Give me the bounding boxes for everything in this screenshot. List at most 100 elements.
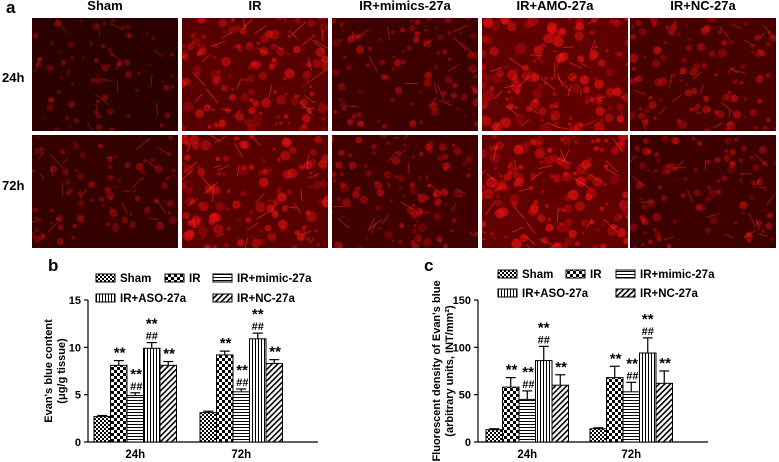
legend-label-ir-mimic-27a: IR+mimic-27a [237,273,312,285]
significance-stars: ** [252,306,264,323]
y-axis-label: Evan's blue content (μg/g tissue) [43,319,68,423]
bar-ir-72h [216,354,234,443]
y-tick-label: 100 [453,342,471,354]
y-axis-label-line: (arbitrary units, INT/mm²) [444,305,456,437]
legend-label-ir: IR [189,273,201,285]
legend: Sham IR IR+mimic-27a IR+ASO-27a IR+NC-27a [497,269,715,300]
column-label-ir-mimics: IR+mimics-27a [359,0,451,13]
bar-ir-24h [110,364,128,443]
row-label-24h: 24h [2,70,25,85]
x-tick-label-24h: 24h [517,449,537,461]
legend-label-sham: Sham [522,269,553,281]
legend-swatch-ir-nc-27a [615,288,636,298]
bar-ir-aso-27a-24h [535,360,553,443]
y-tick-label: 10 [69,342,81,354]
micrograph-24h-ir-amo-27a [482,18,628,131]
significance-stars: ** [269,344,281,361]
bar-ir-nc-27a-24h [551,384,569,443]
x-tick-label-72h: 72h [621,449,641,461]
bar-sham-72h [589,428,607,443]
legend-swatch-ir-mimic-27a [212,273,233,283]
legend-swatch-ir [565,269,586,279]
chart-evans-blue-content: Sham IR IR+mimic-27a IR+ASO-27a IR+NC-27a 0 5 1… [43,273,318,461]
y-tick-label: 0 [75,437,81,449]
legend-swatch-ir-aso-27a [497,288,518,298]
micrograph-72h-ir-amo-27a [482,135,628,248]
bar-ir-mimic-27a-24h [518,398,536,443]
significance-hash: ## [538,334,550,346]
significance-stars: ** [220,335,232,352]
significance-stars: ** [610,350,622,367]
legend-label-ir-aso-27a: IR+ASO-27a [120,293,187,305]
y-axis-label-line: Fluorescent density of Evan's blue [431,280,443,461]
y-tick-label: 150 [453,295,471,307]
panel-b-letter: b [48,256,59,275]
significance-stars: ** [146,316,158,333]
legend-label-ir-aso-27a: IR+ASO-27a [522,288,589,300]
panel-a-letter: a [6,0,16,17]
legend-swatch-ir [164,273,185,283]
bar-ir-aso-27a-24h [143,347,161,443]
panel-c-letter: c [424,256,434,275]
significance-hash: ## [522,379,534,391]
micrograph-24h-sham [32,18,178,131]
y-tick-label: 0 [465,437,471,449]
significance-stars: ** [538,319,550,336]
significance-hash: ## [642,326,654,338]
bar-ir-mimic-27a-72h [622,391,640,443]
significance-stars: ** [236,362,248,379]
legend-swatch-sham [497,269,518,279]
x-tick-label-24h: 24h [125,449,145,461]
significance-hash: ## [146,331,158,343]
legend-swatch-ir-aso-27a [95,293,116,303]
y-axis-label-line: (μg/g tissue) [56,338,68,404]
legend-label-ir: IR [590,269,602,281]
legend-label-ir-nc-27a: IR+NC-27a [237,293,295,305]
legend-label-sham: Sham [120,273,151,285]
micrograph-24h-ir [182,18,328,131]
micrograph-72h-ir-nc-27a [630,135,776,248]
micrograph-24h-ir-nc-27a [630,18,776,131]
significance-stars: ** [555,359,567,376]
significance-stars: ** [642,311,654,328]
legend-swatch-ir-nc-27a [212,293,233,303]
bar-ir-nc-27a-24h [159,364,177,443]
column-label-sham: Sham [87,0,123,13]
y-axis-label: Fluorescent density of Evan's blue (arbit… [431,280,456,461]
bar-ir-aso-27a-72h [639,352,657,443]
micrograph-72h-ir [182,135,328,248]
significance-stars: ** [659,355,671,372]
bar-ir-mimic-27a-24h [126,395,144,443]
bar-sham-72h [199,412,217,443]
significance-stars: ** [114,345,126,362]
bar-ir-24h [502,386,520,443]
y-tick-label: 5 [75,390,81,402]
legend-label-ir-mimic-27a: IR+mimic-27a [640,269,715,281]
significance-stars: ** [522,364,534,381]
significance-hash: ## [130,381,142,393]
significance-stars: ** [163,346,175,363]
bar-ir-72h [606,377,624,443]
legend-swatch-ir-mimic-27a [615,269,636,279]
column-label-ir: IR [248,0,262,13]
bar-ir-nc-27a-72h [265,362,283,443]
column-label-ir-nc: IR+NC-27a [670,0,736,13]
legend-label-ir-nc-27a: IR+NC-27a [640,288,698,300]
micrograph-72h-ir-mimics-27a [332,135,478,248]
significance-stars: ** [506,362,518,379]
significance-stars: ** [130,366,142,383]
significance-hash: ## [252,321,264,333]
y-axis-label-line: Evan's blue content [43,319,55,423]
bar-ir-aso-27a-72h [249,338,267,443]
x-tick-label-72h: 72h [231,449,251,461]
legend: Sham IR IR+mimic-27a IR+ASO-27a IR+NC-27a [95,273,312,305]
bar-sham-24h [93,415,111,443]
row-label-72h: 72h [2,178,25,193]
y-tick-label: 50 [459,390,471,402]
chart-fluorescent-density: Sham IR IR+mimic-27a IR+ASO-27a IR+NC-27a 0 50… [431,269,715,462]
significance-hash: ## [236,377,248,389]
bar-ir-mimic-27a-72h [232,391,250,443]
significance-hash: ## [626,370,638,382]
micrograph-24h-ir-mimics-27a [332,18,478,131]
legend-swatch-sham [95,273,116,283]
